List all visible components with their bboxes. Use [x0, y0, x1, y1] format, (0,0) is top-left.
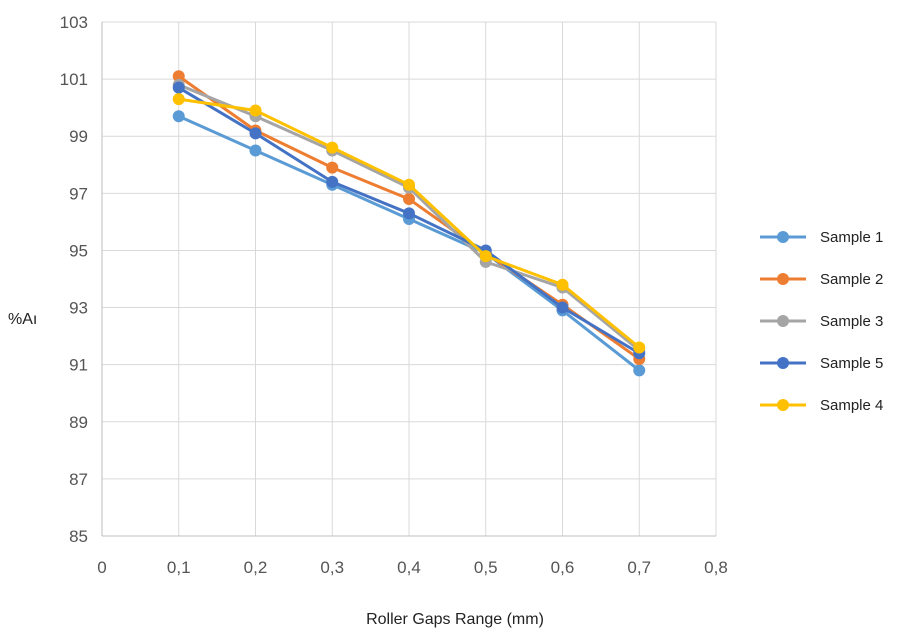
y-tick-label: 95	[69, 241, 88, 260]
data-point	[633, 341, 646, 354]
x-axis-label: Roller Gaps Range (mm)	[366, 611, 544, 628]
x-tick-label: 0,2	[244, 558, 268, 577]
legend-entry: Sample 5	[760, 355, 883, 372]
series-sample-4	[172, 93, 646, 354]
data-point	[249, 144, 262, 157]
legend-entry: Sample 1	[760, 229, 883, 246]
y-tick-label: 87	[69, 470, 88, 489]
data-point	[172, 70, 185, 83]
legend-label: Sample 4	[820, 397, 883, 414]
legend-marker	[777, 357, 789, 369]
y-tick-label: 103	[60, 13, 88, 32]
legend-label: Sample 3	[820, 313, 883, 330]
y-tick-label: 97	[69, 184, 88, 203]
y-tick-label: 93	[69, 299, 88, 318]
data-point	[249, 104, 262, 117]
legend-marker	[777, 273, 789, 285]
data-point	[403, 193, 415, 206]
y-axis-label: %Aı	[8, 311, 37, 328]
data-point	[249, 127, 262, 140]
axes	[101, 22, 716, 537]
legend-entry: Sample 2	[760, 271, 883, 288]
y-tick-labels: 85 87 89 91 93 95 97 99 101 103	[60, 13, 88, 546]
data-point	[326, 175, 339, 188]
data-point	[403, 207, 415, 220]
data-point	[172, 110, 185, 123]
legend-marker	[777, 231, 789, 243]
data-point	[172, 81, 185, 94]
x-tick-label: 0,4	[397, 558, 421, 577]
legend-marker	[777, 315, 789, 327]
legend-label: Sample 2	[820, 271, 883, 288]
data-point	[326, 161, 339, 174]
x-tick-label: 0,5	[474, 558, 498, 577]
data-point	[556, 278, 569, 291]
legend-label: Sample 1	[820, 229, 883, 246]
x-tick-labels: 0 0,1 0,2 0,3 0,4 0,5 0,6 0,7 0,8	[97, 558, 728, 577]
data-point	[556, 301, 569, 314]
legend-entry: Sample 4	[760, 397, 883, 414]
data-point	[633, 364, 646, 377]
x-tick-label: 0,7	[627, 558, 651, 577]
data-point	[326, 141, 339, 154]
x-tick-label: 0,1	[167, 558, 191, 577]
x-tick-label: 0	[97, 558, 106, 577]
x-tick-label: 0,3	[320, 558, 344, 577]
data-point	[172, 93, 185, 106]
y-tick-label: 89	[69, 413, 88, 432]
data-point	[403, 178, 415, 191]
grid-lines	[101, 21, 717, 537]
y-tick-label: 91	[69, 356, 88, 375]
y-tick-label: 101	[60, 70, 88, 89]
x-tick-label: 0,8	[704, 558, 728, 577]
x-tick-label: 0,6	[551, 558, 575, 577]
series-lines	[172, 70, 646, 377]
legend-label: Sample 5	[820, 355, 883, 372]
legend: Sample 1 Sample 2 Sample 3 Sample 5 Sample 4	[760, 229, 883, 414]
legend-marker	[777, 399, 789, 411]
data-point	[479, 250, 492, 263]
legend-entry: Sample 3	[760, 313, 883, 330]
y-tick-label: 85	[69, 527, 88, 546]
y-tick-label: 99	[69, 127, 88, 146]
